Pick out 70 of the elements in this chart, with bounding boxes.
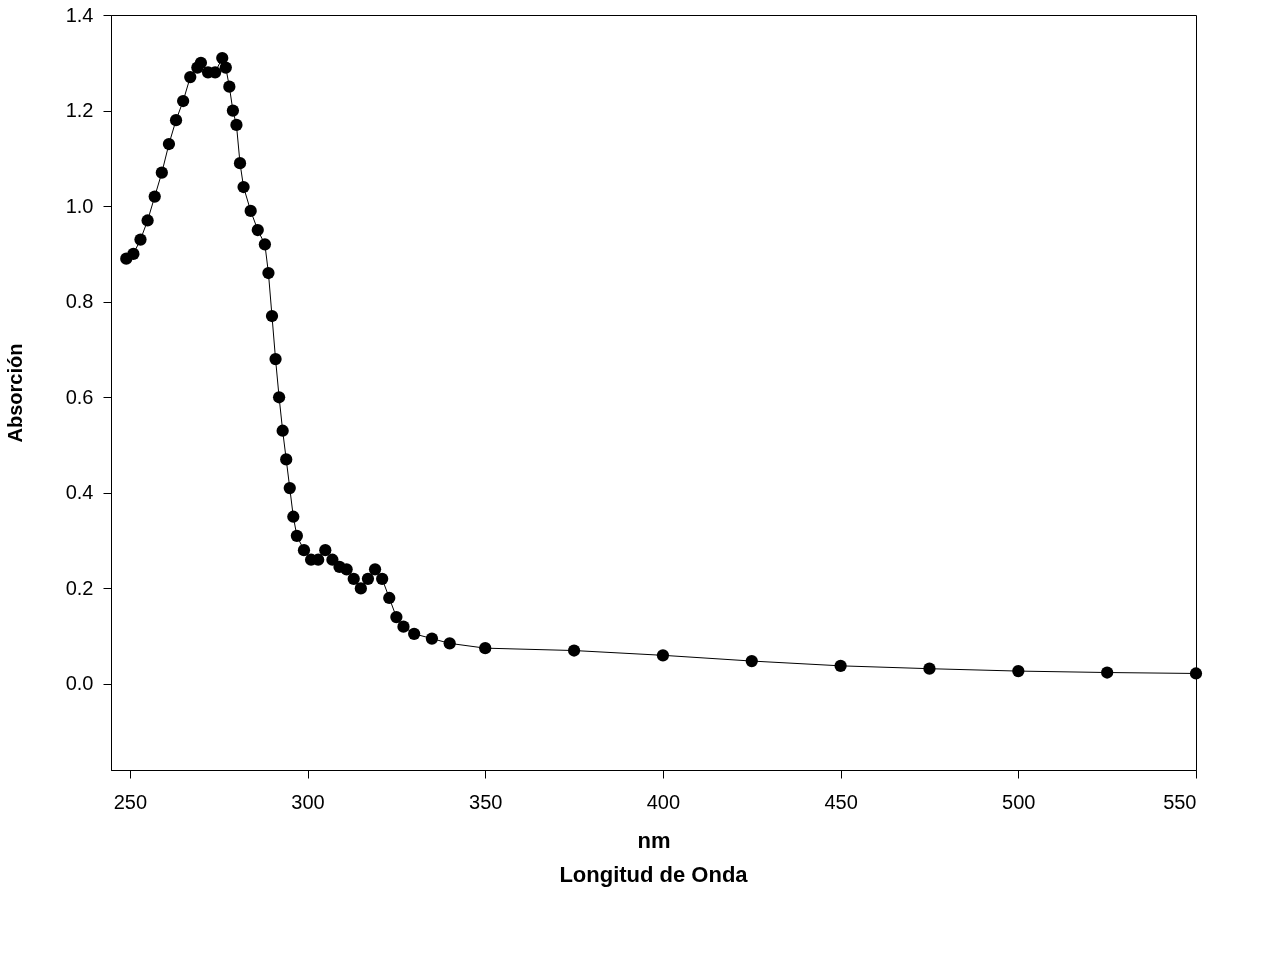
y-tick-label: 0.6: [65, 385, 94, 408]
point: [397, 620, 410, 633]
point: [1012, 664, 1025, 678]
y-axis-title: Absorción: [3, 343, 26, 443]
x-tick-label: 400: [646, 790, 681, 813]
x-tick-label: 500: [1002, 790, 1036, 813]
point: [148, 190, 161, 203]
x-axis-title: nm: [637, 827, 671, 853]
point: [479, 642, 492, 655]
point: [219, 61, 232, 74]
point: [347, 572, 360, 585]
x-tick-label: 550: [1163, 790, 1197, 813]
point: [319, 544, 332, 557]
point: [155, 166, 168, 179]
point: [297, 544, 311, 557]
x-tick-label: 250: [113, 790, 148, 813]
point: [127, 247, 140, 261]
point: [230, 118, 243, 132]
point: [258, 238, 272, 251]
point: [280, 453, 293, 466]
y-tick-label: 0.8: [65, 290, 94, 313]
point: [134, 233, 147, 246]
y-tick-label: 0.0: [65, 672, 94, 695]
point: [425, 632, 439, 645]
point: [184, 71, 197, 84]
point: [162, 137, 176, 151]
point: [177, 94, 190, 108]
text: Longitud de Onda: [559, 862, 749, 887]
point: [376, 572, 389, 585]
point: [169, 114, 183, 127]
point: [408, 627, 421, 640]
point: [1101, 666, 1114, 679]
point: [276, 424, 289, 437]
point: [237, 180, 250, 194]
point: [262, 266, 275, 280]
y-tick-label: 0.4: [65, 481, 94, 504]
point: [194, 56, 208, 69]
point: [834, 659, 847, 672]
point: [368, 563, 382, 576]
point: [290, 529, 303, 542]
point: [265, 309, 279, 323]
point: [1189, 667, 1203, 680]
point: [272, 391, 286, 404]
point: [226, 104, 240, 117]
point: [244, 204, 257, 218]
point: [223, 80, 236, 93]
point: [269, 352, 282, 366]
x-tick-label: 450: [824, 790, 858, 813]
point: [567, 644, 581, 657]
point: [233, 157, 247, 170]
point: [383, 591, 396, 605]
point: [354, 582, 367, 595]
point: [745, 654, 758, 668]
point: [390, 610, 403, 624]
x-tick-label: 300: [291, 790, 325, 813]
y-tick-label: 1.2: [65, 99, 94, 122]
point: [216, 51, 229, 65]
point: [656, 649, 670, 662]
point: [141, 214, 154, 227]
point: [923, 662, 936, 675]
y-tick-label: 0.2: [65, 576, 94, 599]
point: [251, 223, 264, 237]
y-tick-label: 1.4: [65, 3, 94, 26]
point: [361, 572, 375, 585]
point: [283, 481, 296, 495]
x-tick-label: 350: [469, 790, 503, 813]
y-tick-label: 1.0: [65, 194, 94, 217]
point: [443, 637, 456, 650]
point: [340, 563, 353, 576]
point: [287, 510, 300, 523]
